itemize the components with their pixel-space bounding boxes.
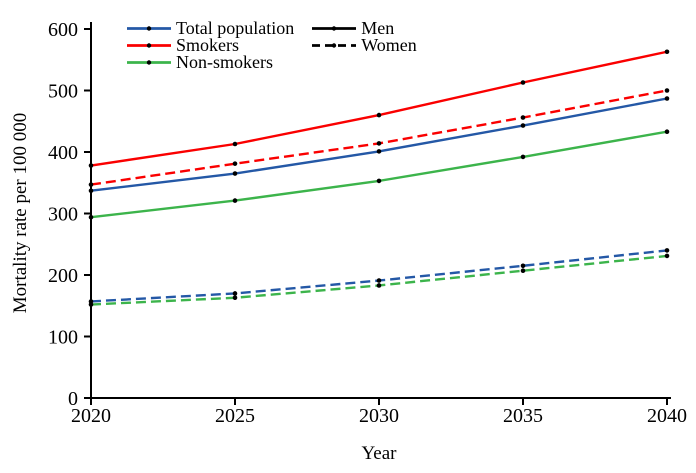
x-tick-label: 2030 [359,405,399,427]
x-tick-label: 2020 [71,405,111,427]
legend-item-women: Women [311,35,417,55]
legend-item-non-smokers: Non-smokers [126,52,294,72]
data-point-non-smokers-women-2020 [88,302,94,307]
data-point-total-population-women-2025 [232,291,238,296]
data-point-smokers-men-2020 [88,163,94,168]
y-tick-label: 200 [48,265,78,287]
data-point-total-population-men-2025 [232,171,238,176]
y-tick-label: 600 [48,19,78,41]
y-tick-label: 0 [68,388,78,410]
data-point-non-smokers-men-2030 [376,178,382,184]
data-point-total-population-men-2035 [520,123,526,128]
data-point-total-population-men-2040 [664,96,670,101]
data-point-non-smokers-men-2020 [88,214,94,220]
legend-swatch-marker-dot [146,26,152,31]
legend-swatch-total-population-icon [127,26,171,31]
data-point-non-smokers-men-2040 [664,129,670,135]
data-point-non-smokers-women-2040 [664,253,670,259]
legend-swatch-men-icon [312,26,357,31]
data-point-smokers-men-2035 [520,80,526,85]
legend-label-non-smokers: Non-smokers [176,52,273,72]
data-point-non-smokers-men-2025 [232,198,238,203]
chart-legend: Total population Smokers Non-smokers Men… [126,18,417,72]
data-point-total-population-women-2040 [664,248,670,253]
y-tick-label: 400 [48,142,78,164]
data-point-smokers-women-2040 [664,88,670,93]
data-point-total-population-men-2030 [376,149,382,154]
legend-swatch-women-icon [312,43,357,48]
y-tick-label: 100 [48,327,78,349]
x-tick-label: 2040 [647,405,687,427]
x-axis-title: Year [361,443,397,464]
data-point-smokers-women-2020 [88,182,94,187]
legend-sex-column: Men Women [311,18,417,55]
legend-swatch-marker-dot [332,43,337,48]
data-point-smokers-men-2030 [376,112,382,118]
data-point-total-population-women-2030 [376,278,382,283]
legend-label-smokers: Smokers [176,35,239,55]
y-tick-label: 300 [48,204,78,226]
series-line-smokers-women [90,89,668,186]
x-tick-label: 2035 [503,405,543,427]
legend-swatch-non-smokers-icon [127,60,171,65]
data-point-non-smokers-women-2025 [232,295,238,301]
data-point-smokers-men-2025 [232,141,238,147]
data-point-non-smokers-men-2035 [520,154,526,160]
legend-swatch-marker-dot [146,43,152,48]
data-point-total-population-men-2020 [88,188,94,194]
y-axis-title: Mortality rate per 100 000 [10,113,31,314]
y-tick-label: 500 [48,81,78,103]
legend-group-column: Total population Smokers Non-smokers [126,18,295,72]
legend-label-women: Women [361,35,417,55]
data-point-smokers-women-2035 [520,115,526,120]
data-point-smokers-men-2040 [664,49,670,55]
legend-item-smokers: Smokers [126,35,294,55]
series-line-total-population-women [90,249,668,303]
data-point-total-population-women-2035 [520,263,526,269]
legend-label-men: Men [361,18,395,38]
legend-item-total-population: Total population [126,18,295,38]
data-point-smokers-women-2025 [232,161,238,166]
legend-swatch-marker-dot [332,26,337,31]
legend-item-men: Men [311,18,417,38]
x-tick-label: 2025 [215,405,255,427]
legend-label-total-population: Total population [176,18,295,38]
data-point-smokers-women-2030 [376,141,382,146]
data-point-non-smokers-women-2035 [520,268,526,273]
legend-swatch-smokers-icon [127,43,171,48]
data-point-non-smokers-women-2030 [376,283,382,288]
legend-swatch-marker-dot [146,60,152,65]
